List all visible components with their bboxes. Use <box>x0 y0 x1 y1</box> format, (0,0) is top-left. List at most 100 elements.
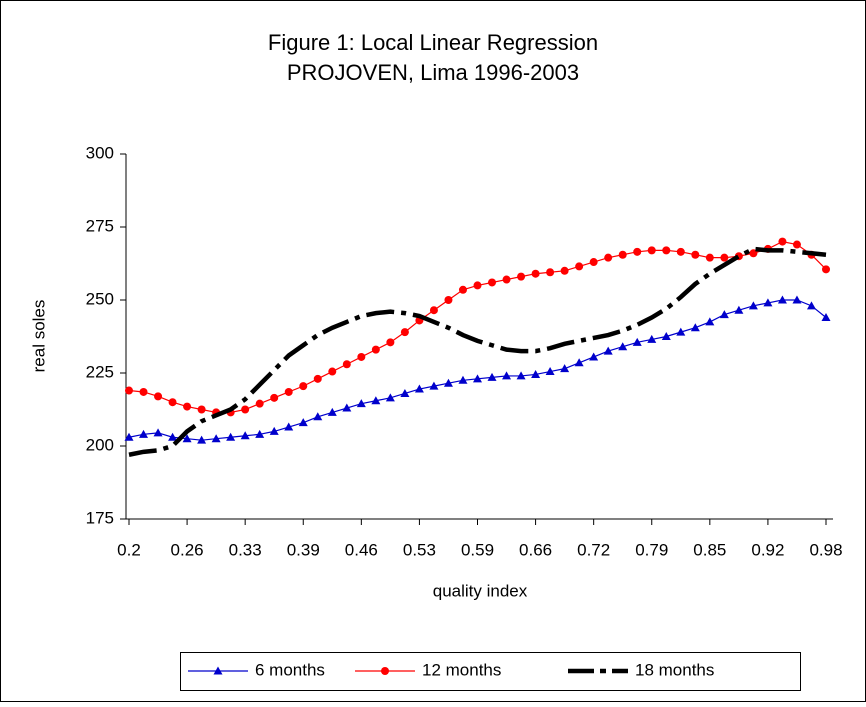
marker <box>125 386 133 395</box>
marker <box>211 434 221 443</box>
marker <box>502 371 512 380</box>
marker <box>139 429 149 438</box>
marker <box>676 327 686 336</box>
marker <box>213 666 223 675</box>
marker <box>342 403 352 412</box>
marker <box>241 405 250 414</box>
marker <box>429 381 439 390</box>
marker <box>661 332 671 340</box>
y-tick-label: 250 <box>86 289 114 308</box>
marker <box>168 432 178 441</box>
marker <box>792 240 801 249</box>
x-tick-label: 0.26 <box>171 540 204 559</box>
marker <box>763 298 773 307</box>
marker <box>414 384 424 393</box>
marker <box>124 432 134 441</box>
marker <box>226 432 236 441</box>
marker <box>720 253 729 262</box>
marker <box>691 250 700 259</box>
marker <box>806 301 816 310</box>
marker <box>458 375 468 384</box>
marker <box>255 399 264 408</box>
x-tick-label: 0.92 <box>751 540 784 559</box>
marker <box>182 434 192 443</box>
marker <box>313 374 322 383</box>
y-tick-label: 275 <box>86 216 114 235</box>
marker <box>604 253 613 262</box>
legend-label: 12 months <box>422 660 501 679</box>
marker <box>299 382 308 391</box>
marker <box>574 358 584 367</box>
marker <box>822 265 830 274</box>
marker <box>516 371 526 380</box>
marker <box>284 422 294 431</box>
x-tick-label: 0.46 <box>345 540 378 559</box>
marker <box>531 369 541 378</box>
marker <box>545 367 555 376</box>
marker <box>371 396 381 405</box>
marker <box>589 352 599 361</box>
marker <box>284 387 293 396</box>
marker <box>458 285 467 294</box>
marker <box>313 412 323 421</box>
marker <box>603 346 613 355</box>
marker <box>705 317 715 326</box>
marker <box>575 262 584 271</box>
marker <box>269 426 279 435</box>
marker <box>443 378 453 387</box>
marker <box>777 295 787 304</box>
marker <box>647 246 656 255</box>
marker <box>400 328 409 337</box>
marker <box>487 372 497 381</box>
marker <box>342 360 351 369</box>
marker <box>618 250 627 259</box>
marker <box>429 306 438 315</box>
marker <box>705 253 714 262</box>
marker <box>546 268 555 277</box>
x-tick-label: 0.79 <box>635 540 668 559</box>
marker <box>255 429 265 438</box>
x-tick-label: 0.66 <box>519 540 552 559</box>
x-tick-label: 0.59 <box>461 540 494 559</box>
marker <box>821 313 831 322</box>
marker <box>690 323 700 332</box>
marker <box>778 237 787 246</box>
x-tick-label: 0.33 <box>229 540 262 559</box>
x-tick-label: 0.39 <box>287 540 320 559</box>
marker <box>618 342 628 351</box>
marker <box>386 338 395 347</box>
marker <box>719 310 729 319</box>
marker <box>662 246 671 255</box>
legend-label: 6 months <box>255 660 325 679</box>
marker <box>517 272 526 281</box>
marker <box>502 275 511 284</box>
marker <box>400 388 410 397</box>
marker <box>197 405 206 414</box>
marker <box>560 364 570 373</box>
marker <box>168 398 177 407</box>
marker <box>183 402 192 411</box>
x-tick-label: 0.2 <box>117 540 141 559</box>
chart-title: Figure 1: Local Linear Regression <box>268 30 598 55</box>
marker <box>792 295 802 304</box>
marker <box>748 301 758 310</box>
marker <box>298 418 308 427</box>
marker <box>154 392 163 401</box>
x-tick-label: 0.85 <box>693 540 726 559</box>
marker <box>327 407 337 416</box>
x-axis-label: quality index <box>433 581 528 600</box>
marker <box>328 367 337 376</box>
y-axis-label: real soles <box>29 300 48 373</box>
legend-box <box>180 652 801 691</box>
x-tick-label: 0.98 <box>809 540 842 559</box>
marker <box>357 352 366 361</box>
marker <box>270 393 279 402</box>
marker <box>356 399 366 408</box>
marker <box>153 428 163 437</box>
y-tick-label: 225 <box>86 362 114 381</box>
series-line <box>128 246 827 457</box>
marker <box>488 278 497 287</box>
